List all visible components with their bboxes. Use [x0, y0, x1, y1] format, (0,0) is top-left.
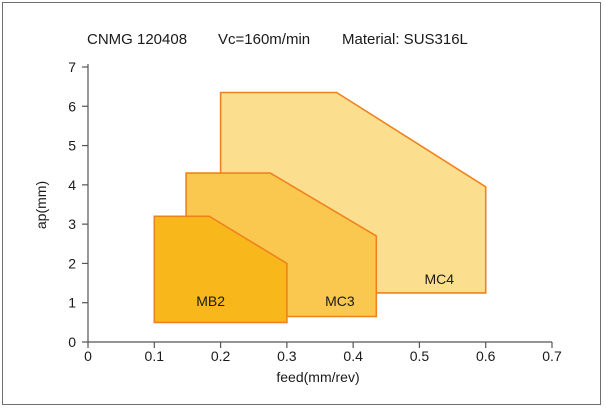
x-tick-label: 0.1: [145, 348, 165, 364]
cutting-speed: Vc=160m/min: [218, 31, 310, 48]
y-tick-label: 0: [68, 334, 76, 350]
material-label: Material: SUS316L: [342, 31, 468, 48]
x-tick-label: 0.4: [343, 348, 363, 364]
y-tick-label: 5: [68, 138, 76, 154]
x-tick-label: 0.7: [542, 348, 562, 364]
x-tick-label: 0.6: [476, 348, 496, 364]
x-tick-label: 0.5: [410, 348, 430, 364]
y-axis-label: ap(mm): [33, 181, 49, 229]
series-layer: MC4 MC3 MB2: [153, 91, 487, 324]
x-axis-label: feed(mm/rev): [276, 369, 359, 385]
x-tick-label: 0.3: [277, 348, 297, 364]
y-tick-label: 6: [68, 98, 76, 114]
y-tick-label: 4: [68, 177, 76, 193]
region-label-mb2: MB2: [196, 293, 225, 309]
y-tick-label: 1: [68, 295, 76, 311]
x-tick-label: 0.2: [211, 348, 231, 364]
region-label-mc4: MC4: [425, 271, 455, 287]
axes-layer: 0 0.1 0.2 0.3 0.4 0.5 0.6 0.7 0 1 2 3 4 5 6 7: [68, 59, 562, 364]
y-tick-label: 2: [68, 255, 76, 271]
y-tick-label: 3: [68, 216, 76, 232]
product-code: CNMG 120408: [87, 31, 187, 48]
x-tick-label: 0: [84, 348, 92, 364]
region-label-mc3: MC3: [325, 293, 355, 309]
chart-header: CNMG 120408 Vc=160m/min Material: SUS316…: [87, 31, 468, 48]
region-mb2: [153, 215, 288, 324]
y-tick-label: 7: [68, 59, 76, 75]
